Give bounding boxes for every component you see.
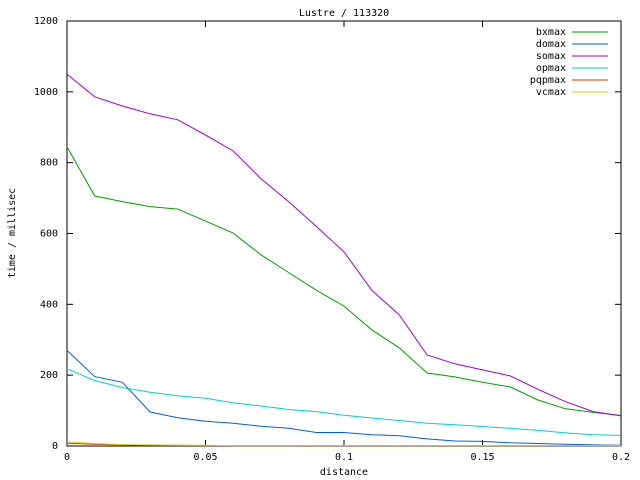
series-line [66, 368, 622, 436]
y-axis-label: time / millisec [7, 188, 18, 278]
x-axis-label: distance [320, 467, 368, 478]
legend-label: somax [536, 51, 566, 62]
y-tick-label: 400 [40, 299, 58, 310]
series-line [66, 146, 622, 416]
y-tick-label: 0 [52, 441, 58, 452]
series-line [66, 441, 621, 447]
series-line [66, 350, 622, 446]
legend-label: pqpmax [530, 75, 566, 86]
legend-label: vcmax [536, 87, 566, 98]
y-tick-label: 800 [40, 158, 58, 169]
x-tick-label: 0.2 [612, 452, 630, 463]
y-tick-label: 600 [40, 229, 58, 240]
y-tick-label: 1200 [34, 16, 58, 27]
y-tick-label: 200 [40, 370, 58, 381]
x-tick-label: 0.1 [335, 452, 353, 463]
y-tick-label: 1000 [34, 87, 58, 98]
legend-label: domax [536, 39, 566, 50]
x-tick-label: 0.15 [470, 452, 494, 463]
chart-title: Lustre / 113320 [299, 8, 389, 19]
legend-label: bxmax [536, 27, 566, 38]
series-line [66, 73, 622, 417]
x-tick-label: 0.05 [193, 452, 217, 463]
legend-label: opmax [536, 63, 566, 74]
x-tick-label: 0 [64, 452, 70, 463]
